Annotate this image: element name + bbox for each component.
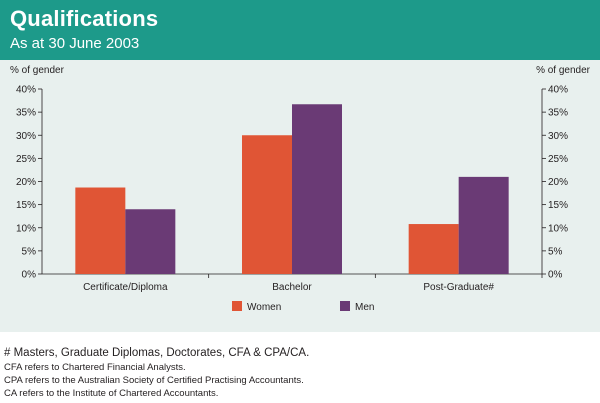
y-tick-label-left: 25% <box>16 154 36 165</box>
y-axis-label-left: % of gender <box>10 65 65 76</box>
y-tick-label-left: 35% <box>16 108 36 119</box>
y-tick-label-left: 10% <box>16 223 36 234</box>
footnote-main: # Masters, Graduate Diplomas, Doctorates… <box>4 347 310 359</box>
y-tick-label-right: 35% <box>548 108 568 119</box>
bar-women-2 <box>242 135 292 274</box>
footnote-cpa: CPA refers to the Australian Society of … <box>4 375 304 386</box>
y-tick-label-left: 40% <box>16 85 36 96</box>
y-tick-label-right: 30% <box>548 131 568 142</box>
bar-men-1 <box>125 209 176 274</box>
chart-subtitle: As at 30 June 2003 <box>10 35 140 52</box>
legend-label-men: Men <box>355 302 374 313</box>
y-tick-label-right: 5% <box>548 246 563 257</box>
x-tick-label: Certificate/Diploma <box>83 282 168 293</box>
footnote-ca: CA refers to the Institute of Chartered … <box>4 388 219 399</box>
y-tick-label-right: 15% <box>548 200 568 211</box>
footnote-cfa: CFA refers to Chartered Financial Analys… <box>4 362 186 373</box>
legend-swatch-men <box>340 301 350 311</box>
y-tick-label-right: 0% <box>548 270 563 281</box>
y-tick-label-right: 40% <box>548 85 568 96</box>
y-tick-label-left: 20% <box>16 177 36 188</box>
y-axis-label-right: % of gender <box>536 65 591 76</box>
y-tick-label-right: 10% <box>548 223 568 234</box>
y-tick-label-left: 5% <box>22 246 37 257</box>
footnotes: # Masters, Graduate Diplomas, Doctorates… <box>4 346 594 400</box>
chart-title: Qualifications <box>10 6 159 31</box>
bar-women-1 <box>75 187 126 274</box>
y-tick-label-right: 25% <box>548 154 568 165</box>
y-tick-label-right: 20% <box>548 177 568 188</box>
x-tick-label: Bachelor <box>272 282 312 293</box>
chart-header: Qualifications As at 30 June 2003 <box>0 0 600 60</box>
x-tick-label: Post-Graduate# <box>423 282 494 293</box>
y-tick-label-left: 0% <box>22 270 37 281</box>
legend-label-women: Women <box>247 302 281 313</box>
bar-women-3 <box>408 224 459 274</box>
y-tick-label-left: 30% <box>16 131 36 142</box>
bar-men-2 <box>292 104 342 274</box>
chart-area: % of gender % of gender 0% 0% 5% 5% 10% 10% 15% 1… <box>0 60 600 332</box>
bar-chart: % of gender % of gender 0% 0% 5% 5% 10% 10% 15% 1… <box>10 65 591 313</box>
y-tick-label-left: 15% <box>16 200 36 211</box>
legend-swatch-women <box>232 301 242 311</box>
bar-men-3 <box>458 176 509 274</box>
